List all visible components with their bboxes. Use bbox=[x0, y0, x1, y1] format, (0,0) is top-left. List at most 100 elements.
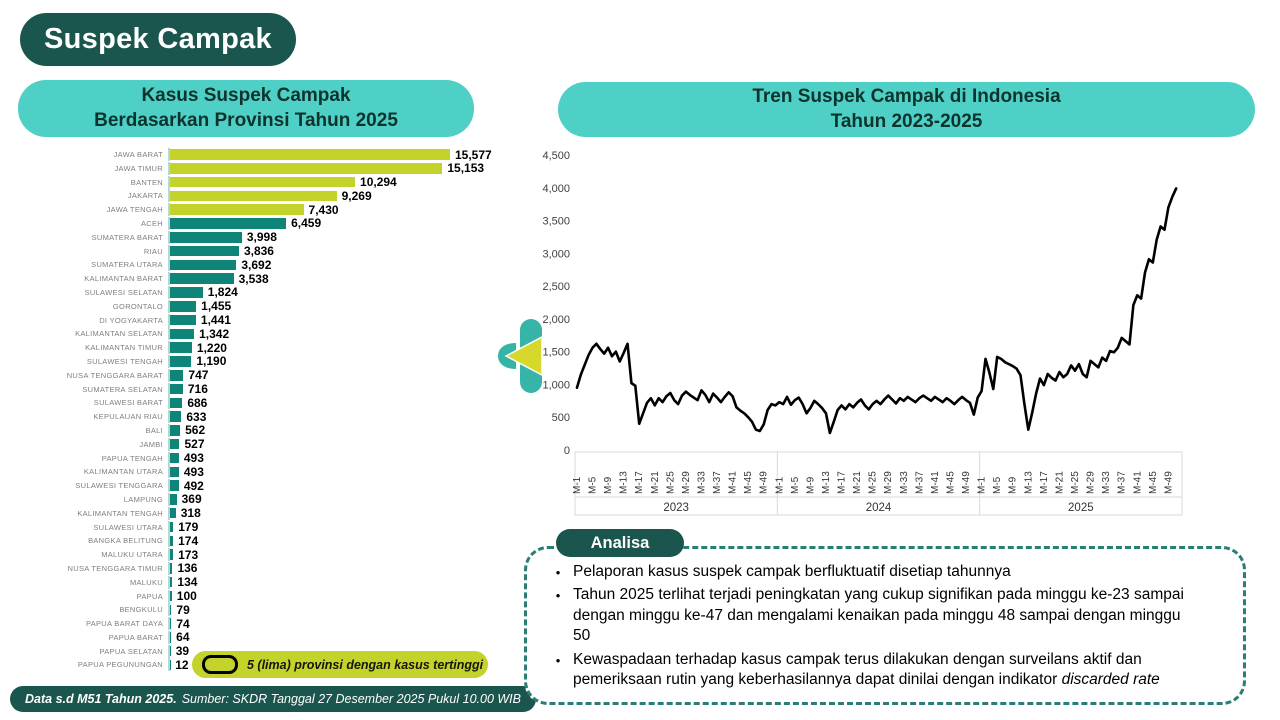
province-bar bbox=[170, 632, 172, 643]
x-axis-week-tick: M-29 bbox=[883, 471, 894, 494]
bar-track: 15,153 bbox=[168, 161, 498, 176]
bar-track: 3,836 bbox=[168, 244, 498, 258]
bar-value-label: 134 bbox=[177, 575, 198, 590]
province-label: PAPUA PEGUNUNGAN bbox=[77, 660, 163, 670]
x-axis-week-tick: M-1 bbox=[977, 476, 988, 494]
bar-value-label: 100 bbox=[176, 589, 197, 603]
bar-track: 527 bbox=[168, 437, 498, 452]
province-bar bbox=[170, 466, 179, 478]
x-axis-week-tick: M-5 bbox=[992, 476, 1003, 494]
bar-row: SUMATERA UTARA 3,692 bbox=[18, 257, 498, 272]
x-axis-week-tick: M-21 bbox=[1054, 471, 1065, 494]
bar-row: PAPUA BARAT 64 bbox=[18, 630, 498, 644]
x-axis-week-tick: M-33 bbox=[899, 471, 910, 494]
bar-value-label: 527 bbox=[184, 437, 205, 452]
bar-track: 3,692 bbox=[168, 257, 498, 272]
bar-row: BALI 562 bbox=[18, 423, 498, 437]
line-chart-title-line2: Tahun 2023-2025 bbox=[830, 110, 983, 132]
province-label: PAPUA SELATAN bbox=[99, 646, 163, 656]
bar-value-label: 1,220 bbox=[196, 340, 227, 355]
bar-row: PAPUA PEGUNUNGAN 12 bbox=[18, 658, 498, 672]
province-bar bbox=[170, 604, 172, 616]
y-axis-tick: 1,000 bbox=[542, 379, 570, 391]
bar-track: 174 bbox=[168, 533, 498, 548]
province-bar bbox=[170, 480, 179, 491]
province-bar bbox=[170, 190, 337, 202]
province-label: SUMATERA BARAT bbox=[91, 232, 163, 242]
bar-track: 1,441 bbox=[168, 313, 498, 327]
line-chart-title-line1: Tren Suspek Campak di Indonesia bbox=[752, 85, 1061, 107]
x-axis-week-tick: M-33 bbox=[697, 471, 708, 494]
x-axis-week-tick: M-13 bbox=[1023, 471, 1034, 494]
y-axis-tick: 0 bbox=[564, 445, 570, 457]
x-axis-week-tick: M-25 bbox=[665, 471, 676, 494]
y-axis-tick: 4,000 bbox=[542, 183, 570, 195]
x-axis-week-tick: M-5 bbox=[588, 476, 599, 494]
bar-value-label: 493 bbox=[183, 451, 204, 466]
province-bar bbox=[170, 411, 182, 422]
bar-value-label: 493 bbox=[183, 464, 204, 479]
province-label: PAPUA TENGAH bbox=[101, 453, 163, 463]
x-axis-week-tick: M-41 bbox=[1132, 471, 1143, 494]
bar-row: JAWA TIMUR 15,153 bbox=[18, 161, 498, 176]
bar-track: 562 bbox=[168, 423, 498, 437]
bar-value-label: 6,459 bbox=[291, 216, 322, 231]
province-bar bbox=[170, 342, 192, 353]
province-label: GORONTALO bbox=[112, 301, 163, 311]
x-axis-year-label: 2024 bbox=[866, 502, 892, 514]
x-axis-week-tick: M-25 bbox=[1070, 471, 1081, 494]
x-axis-week-tick: M-41 bbox=[728, 471, 739, 494]
bar-track: 493 bbox=[168, 451, 498, 466]
bar-track: 10,294 bbox=[168, 175, 498, 190]
bar-track: 1,824 bbox=[168, 285, 498, 299]
province-bar bbox=[170, 273, 234, 284]
x-axis-week-tick: M-41 bbox=[930, 471, 941, 494]
bar-row: LAMPUNG 369 bbox=[18, 492, 498, 506]
province-bar-chart: JAWA BARAT 15,577 JAWA TIMUR 15,153 BANTEN 10… bbox=[18, 148, 498, 672]
province-label: SULAWESI UTARA bbox=[93, 522, 163, 532]
bar-value-label: 15,153 bbox=[447, 161, 485, 176]
province-label: RIAU bbox=[143, 246, 163, 256]
province-label: KALIMANTAN SELATAN bbox=[75, 329, 163, 339]
province-label: PAPUA BARAT bbox=[108, 632, 163, 642]
bar-value-label: 174 bbox=[178, 533, 199, 548]
bar-row: SULAWESI BARAT 686 bbox=[18, 396, 498, 410]
bar-row: JAKARTA 9,269 bbox=[18, 188, 498, 203]
bar-row: SUMATERA BARAT 3,998 bbox=[18, 230, 498, 244]
bar-track: 686 bbox=[168, 396, 498, 410]
province-label: JAWA TIMUR bbox=[114, 163, 163, 173]
bar-value-label: 10,294 bbox=[360, 175, 397, 190]
bullet-dot-icon: • bbox=[555, 588, 561, 604]
bar-row: PAPUA SELATAN 39 bbox=[18, 644, 498, 658]
x-axis-week-tick: M-49 bbox=[759, 471, 770, 494]
bar-value-label: 492 bbox=[183, 478, 204, 493]
bullet-dot-icon: • bbox=[555, 652, 561, 668]
page-title: Suspek Campak bbox=[20, 13, 296, 66]
analisa-bullet-text: Tahun 2025 terlihat terjadi peningkatan … bbox=[573, 586, 1184, 645]
bar-value-label: 3,692 bbox=[241, 257, 272, 272]
bar-row: MALUKU UTARA 173 bbox=[18, 548, 498, 562]
bar-track: 369 bbox=[168, 492, 498, 506]
province-label: KALIMANTAN UTARA bbox=[83, 467, 163, 477]
bullet-dot-icon: • bbox=[555, 565, 561, 580]
bar-value-label: 716 bbox=[187, 382, 208, 397]
analisa-bullet: • Kewaspadaan terhadap kasus campak terus… bbox=[543, 650, 1223, 691]
bar-value-label: 9,269 bbox=[341, 188, 372, 203]
province-label: ACEH bbox=[140, 218, 163, 228]
province-label: JAKARTA bbox=[127, 191, 163, 201]
y-axis-tick: 3,000 bbox=[542, 248, 570, 260]
analisa-bullet: • Tahun 2025 terlihat terjadi peningkatan… bbox=[543, 585, 1223, 646]
y-axis-tick: 500 bbox=[552, 412, 570, 424]
bar-row: GORONTALO 1,455 bbox=[18, 299, 498, 313]
x-axis-week-tick: M-13 bbox=[619, 471, 630, 494]
bar-row: JAWA TENGAH 7,430 bbox=[18, 203, 498, 217]
bar-track: 493 bbox=[168, 464, 498, 479]
bar-track: 633 bbox=[168, 410, 498, 424]
bar-track: 39 bbox=[168, 644, 498, 658]
x-axis-week-tick: M-17 bbox=[1039, 471, 1050, 494]
province-bar bbox=[170, 176, 356, 188]
province-label: SUMATERA SELATAN bbox=[82, 384, 163, 394]
province-bar bbox=[170, 218, 287, 229]
bar-track: 6,459 bbox=[168, 216, 498, 231]
